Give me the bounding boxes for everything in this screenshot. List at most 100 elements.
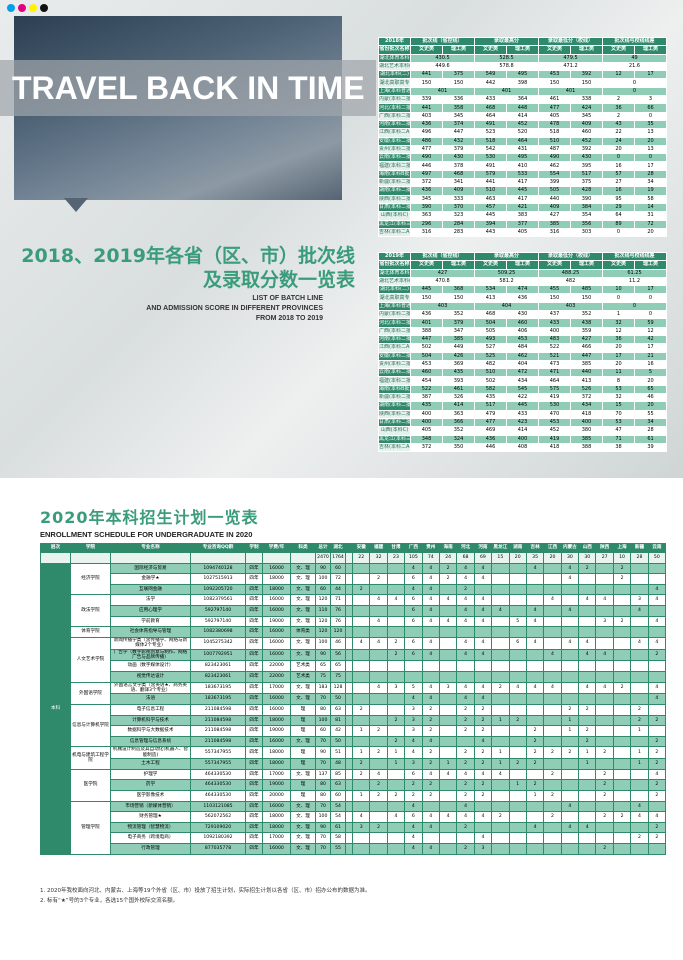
province-quota: 4 [595,648,614,662]
province-quota [438,583,458,596]
province-quota: 2 [404,779,423,791]
province-quota: 4 [525,604,545,617]
column-header: 专业名称 [110,543,191,553]
province-quota [647,670,667,683]
province-quota [508,573,527,585]
score-cell: 413 [474,293,507,303]
score-cell: 545 [506,384,539,395]
province-quota [560,768,580,781]
province-quota [543,735,562,748]
province-quota: 2 [595,779,614,791]
province-quota: 2 [595,842,614,855]
table-row: 信息管理与信息系统 211084598 四年 16000 文、理 70 50 2 4 4 4 2 2 2 [41,735,667,748]
province-name: 陕西(本科二批) [378,409,411,419]
province-quota: 2 [421,789,440,802]
score-cell: 0 [602,153,635,163]
score-cell: 400 [506,434,539,444]
score-cell: 38 [602,442,635,453]
province-quota: 4 [473,573,493,585]
group-header: 录取最低分（校线） [538,251,603,262]
province-header: 江西 [543,543,562,553]
total-cell: 90 [315,648,331,662]
province-quota [438,626,458,638]
province-quota [647,562,667,575]
province-quota [491,842,510,855]
major-cell: 电子信息工程 [110,703,191,716]
province-quota: 2 [421,779,440,791]
major-cell: 社会体育指导与管理 [110,626,191,638]
hubei-cell: 76 [330,604,346,617]
province-quota [525,648,545,662]
province-quota [351,681,371,695]
province-quota: 1 [578,746,597,760]
table-row: 药学 464330530 四年 19000 理 80 63 2 2 2 2 2 1 2 2 2 [41,779,667,791]
hubei-cell: 75 [330,670,346,683]
subheader: 理工类 [442,260,475,270]
score-table-2018: 2018年 批次线（省控线） 录取最高分 录取最低分（校线） 批次线与校线线差 省份批次名… [378,36,667,238]
province-quota [612,594,632,606]
years-cell: 四年 [245,714,263,727]
empty-cell [345,583,353,596]
province-name: 贵州(本科二批) [378,144,411,155]
hubei-cell: 61 [330,821,346,834]
province-quota: 2 [647,714,667,727]
score-cell: 385 [538,219,571,229]
empty-cell [345,789,353,802]
fee-cell: 18000 [262,821,291,834]
province-name: 河南(本科二批) [378,119,411,130]
province-quota [543,660,562,672]
score-cell: 436 [410,310,443,320]
province-quota: 4 [560,604,580,617]
province-quota [525,670,545,683]
score-cell: 352 [442,426,475,436]
province-quota: 4 [630,604,649,617]
province-quota [630,789,649,802]
score-cell: 435 [442,368,475,378]
subheader: 文史类 [602,45,635,55]
total-cell: 120 [315,615,331,628]
province-quota: 4 [456,604,475,617]
section1-title: 2018、2019年各省（区、市）批次线 及录取分数一览表 [21,244,355,292]
province-quota [630,670,649,683]
score-cell: 477 [410,144,443,155]
score-cell: 11.2 [602,276,667,287]
province-quota [543,636,562,650]
score-cell: 468 [442,169,475,180]
score-cell: 363 [410,211,443,221]
total-cell: 120 [315,626,331,638]
province-quota [386,604,406,617]
province-quota [508,832,527,844]
score-cell: 533 [506,169,539,180]
major-cell: 法学 [110,594,191,606]
province-header: 内蒙古 [560,543,580,553]
score-cell: 453 [538,417,571,428]
fee-cell: 16000 [262,626,291,638]
province-header: 甘肃 [386,543,406,553]
years-cell: 四年 [245,789,263,802]
province-quota [578,714,597,727]
hubei-cell: 48 [330,758,346,770]
province-quota [438,789,458,802]
province-quota: 4 [421,594,440,606]
score-cell: 350 [442,442,475,453]
score-cell: 534 [474,285,507,295]
score-cell: 463 [474,194,507,204]
years-cell: 四年 [245,703,263,716]
score-cell: 354 [570,211,603,221]
hubei-cell: 63 [330,703,346,716]
province-quota [525,573,545,585]
province-quota [543,842,562,855]
province-quota [595,735,614,748]
score-cell: 522 [410,384,443,395]
province-quota [595,636,614,650]
province-quota: 2 [386,735,406,748]
province-quota: 4 [473,681,493,695]
province-quota: 2 [473,789,493,802]
province-quota: 4 [369,615,388,628]
score-cell: 387 [410,393,443,403]
qq-cell: 877035778 [190,842,246,855]
province-quota: 2 [647,746,667,760]
province-name: 湖北本科(二) [378,285,411,295]
score-cell: 0 [602,78,667,88]
province-quota [491,660,510,672]
